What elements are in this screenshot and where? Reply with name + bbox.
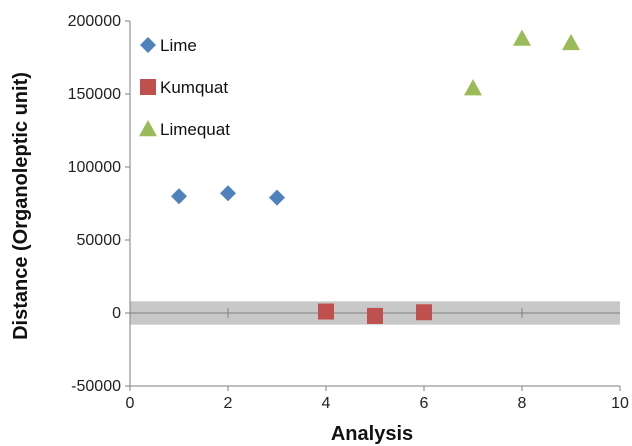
lime-point: [171, 188, 187, 204]
kumquat-point: [318, 304, 334, 320]
x-tick-label: 10: [611, 395, 629, 412]
y-tick-label: -50000: [71, 378, 121, 395]
limequat-point: [562, 34, 580, 50]
kumquat-point: [416, 304, 432, 320]
y-tick-label: 0: [112, 305, 121, 322]
legend-marker-lime: [140, 37, 156, 53]
legend-marker-limequat: [139, 120, 157, 136]
y-tick-label: 200000: [68, 13, 121, 30]
y-axis-title: Distance (Organoleptic unit): [10, 72, 32, 340]
y-tick-label: 100000: [68, 159, 121, 176]
legend-label-limequat: Limequat: [160, 120, 230, 139]
limequat-point: [464, 79, 482, 95]
legend-label-kumquat: Kumquat: [160, 78, 228, 97]
lime-point: [269, 190, 285, 206]
x-tick-label: 4: [322, 395, 331, 412]
x-axis-title: Analysis: [331, 423, 413, 445]
lime-point: [220, 185, 236, 201]
x-tick-label: 6: [420, 395, 429, 412]
x-tick-label: 2: [224, 395, 233, 412]
x-tick-label: 8: [518, 395, 527, 412]
legend-item-limequat: Limequat: [139, 120, 230, 139]
legend-marker-kumquat: [140, 79, 156, 95]
legend-label-lime: Lime: [160, 36, 197, 55]
legend-item-lime: Lime: [140, 36, 197, 55]
x-tick-label: 0: [126, 395, 135, 412]
y-tick-label: 50000: [77, 232, 122, 249]
kumquat-point: [367, 308, 383, 324]
legend-item-kumquat: Kumquat: [140, 78, 228, 97]
limequat-point: [513, 30, 531, 46]
y-tick-label: 150000: [68, 86, 121, 103]
